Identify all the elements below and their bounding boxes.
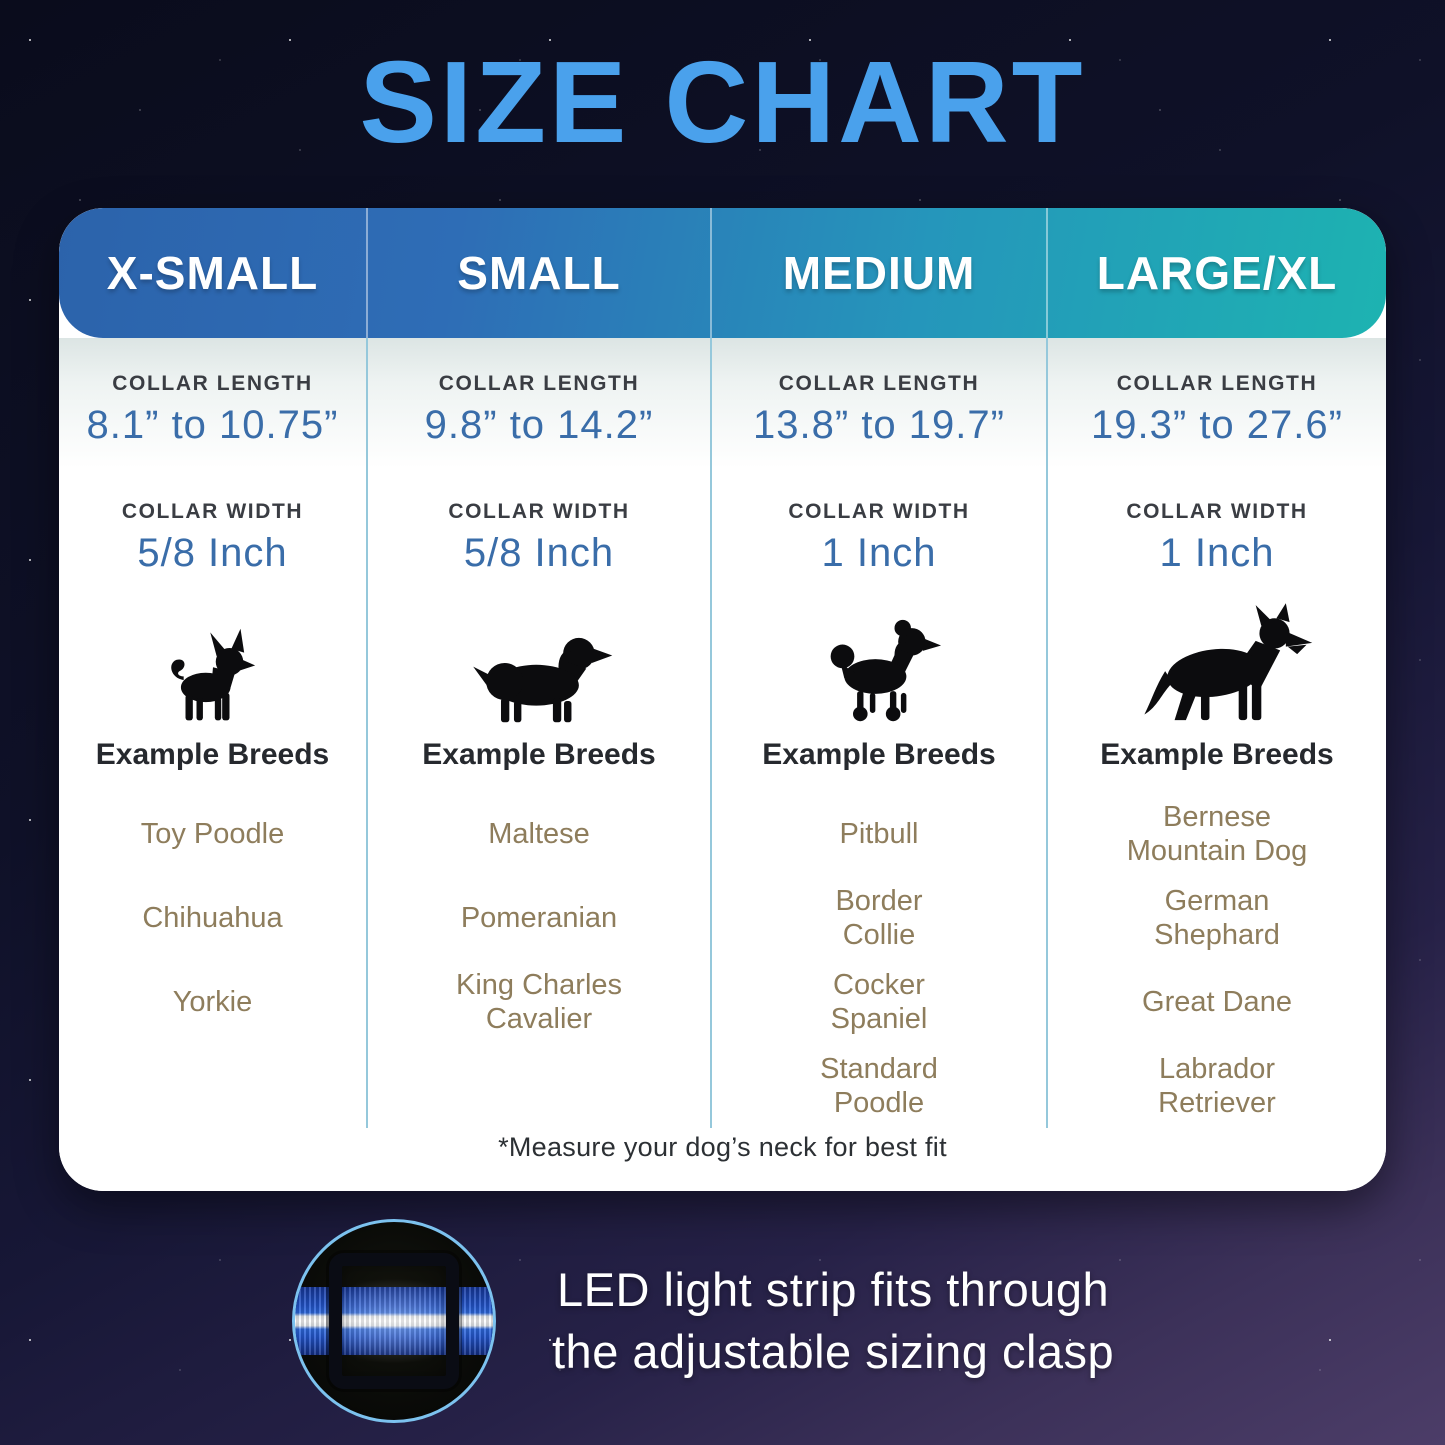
collar-length-value: 9.8” to 14.2” bbox=[424, 403, 654, 447]
collar-width-label: COLLAR WIDTH bbox=[448, 500, 630, 523]
collar-width-label: COLLAR WIDTH bbox=[121, 500, 304, 523]
example-breeds-heading: Example Breeds bbox=[1100, 738, 1334, 771]
breed-item: Pomeranian bbox=[460, 901, 618, 934]
dog-icon-box bbox=[806, 586, 952, 726]
german-shepherd-icon bbox=[1144, 603, 1313, 721]
example-breeds-heading: Example Breeds bbox=[762, 738, 996, 771]
breed-item: Great Dane bbox=[1142, 985, 1292, 1018]
breed-item: German Shephard bbox=[1154, 884, 1280, 951]
breed-item: Maltese bbox=[488, 817, 590, 850]
led-caption-line1: LED light strip fits through bbox=[557, 1262, 1110, 1316]
collar-length-value: 13.8” to 19.7” bbox=[753, 403, 1005, 447]
led-clasp-section: LED light strip fits through the adjusta… bbox=[292, 1219, 1445, 1423]
breeds-list-large-xl: Bernese Mountain Dog German Shephard Gre… bbox=[1127, 792, 1308, 1128]
dog-icon-box bbox=[460, 586, 618, 726]
breed-item: Border Collie bbox=[835, 884, 923, 951]
measure-footnote: *Measure your dog’s neck for best fit bbox=[59, 1128, 1386, 1191]
breeds-list-medium: Pitbull Border Collie Cocker Spaniel Sta… bbox=[820, 792, 938, 1128]
collar-width-value: 1 Inch bbox=[1159, 531, 1275, 575]
column-small: COLLAR LENGTH 9.8” to 14.2” COLLAR WIDTH… bbox=[368, 338, 712, 1128]
collar-length-label: COLLAR LENGTH bbox=[112, 372, 313, 395]
collar-width-value: 5/8 Inch bbox=[463, 531, 615, 575]
led-caption-line2: the adjustable sizing clasp bbox=[552, 1325, 1115, 1378]
chihuahua-icon bbox=[170, 628, 255, 721]
collar-width-value: 1 Inch bbox=[821, 531, 937, 575]
collar-width-value: 5/8 Inch bbox=[137, 531, 288, 575]
breed-item: King Charles Cavalier bbox=[455, 968, 623, 1035]
example-breeds-heading: Example Breeds bbox=[422, 738, 656, 771]
breed-item: Yorkie bbox=[172, 985, 253, 1018]
breed-item: Toy Poodle bbox=[140, 817, 285, 850]
collar-width-label: COLLAR WIDTH bbox=[1126, 500, 1308, 523]
size-chart-header-row: X-SMALL SMALL MEDIUM LARGE/XL bbox=[59, 208, 1386, 338]
column-xsmall: COLLAR LENGTH 8.1” to 10.75” COLLAR WIDT… bbox=[59, 338, 368, 1128]
breed-item: Standard Poodle bbox=[820, 1052, 938, 1119]
dog-icon-box bbox=[158, 586, 268, 726]
dog-icon-box bbox=[1118, 586, 1316, 726]
collar-length-label: COLLAR LENGTH bbox=[1116, 372, 1318, 395]
breeds-list-xsmall: Toy Poodle Chihuahua Yorkie bbox=[141, 792, 285, 1044]
column-large-xl: COLLAR LENGTH 19.3” to 27.6” COLLAR WIDT… bbox=[1048, 338, 1386, 1128]
sizing-clasp-image bbox=[329, 1253, 459, 1389]
led-caption: LED light strip fits through the adjusta… bbox=[552, 1259, 1114, 1383]
breed-item: Pitbull bbox=[839, 817, 919, 850]
collar-length-value: 19.3” to 27.6” bbox=[1091, 403, 1343, 447]
column-medium: COLLAR LENGTH 13.8” to 19.7” COLLAR WIDT… bbox=[712, 338, 1048, 1128]
poodle-icon bbox=[830, 619, 942, 722]
page-title: SIZE CHART bbox=[359, 37, 1086, 167]
collar-band-image bbox=[295, 1287, 493, 1355]
breeds-list-small: Maltese Pomeranian King Charles Cavalier bbox=[456, 792, 622, 1044]
header-medium: MEDIUM bbox=[712, 208, 1048, 338]
breed-item: Bernese Mountain Dog bbox=[1126, 800, 1308, 867]
collar-length-label: COLLAR LENGTH bbox=[778, 372, 980, 395]
collar-length-label: COLLAR LENGTH bbox=[438, 372, 640, 395]
size-chart-body: COLLAR LENGTH 8.1” to 10.75” COLLAR WIDT… bbox=[59, 338, 1386, 1128]
breed-item: Cocker Spaniel bbox=[830, 968, 928, 1035]
collar-clasp-photo bbox=[292, 1219, 496, 1423]
breed-item: Chihuahua bbox=[142, 901, 283, 934]
header-large-xl: LARGE/XL bbox=[1096, 247, 1338, 299]
breed-item: Labrador Retriever bbox=[1158, 1052, 1276, 1119]
size-chart-card: X-SMALL SMALL MEDIUM LARGE/XL COLLAR LEN… bbox=[59, 208, 1386, 1191]
collar-length-value: 8.1” to 10.75” bbox=[86, 403, 339, 447]
header-small: SMALL bbox=[368, 208, 712, 338]
collar-width-label: COLLAR WIDTH bbox=[788, 500, 970, 523]
cavalier-spaniel-icon bbox=[473, 637, 613, 723]
example-breeds-heading: Example Breeds bbox=[95, 738, 330, 771]
header-xsmall: X-SMALL bbox=[59, 208, 368, 338]
